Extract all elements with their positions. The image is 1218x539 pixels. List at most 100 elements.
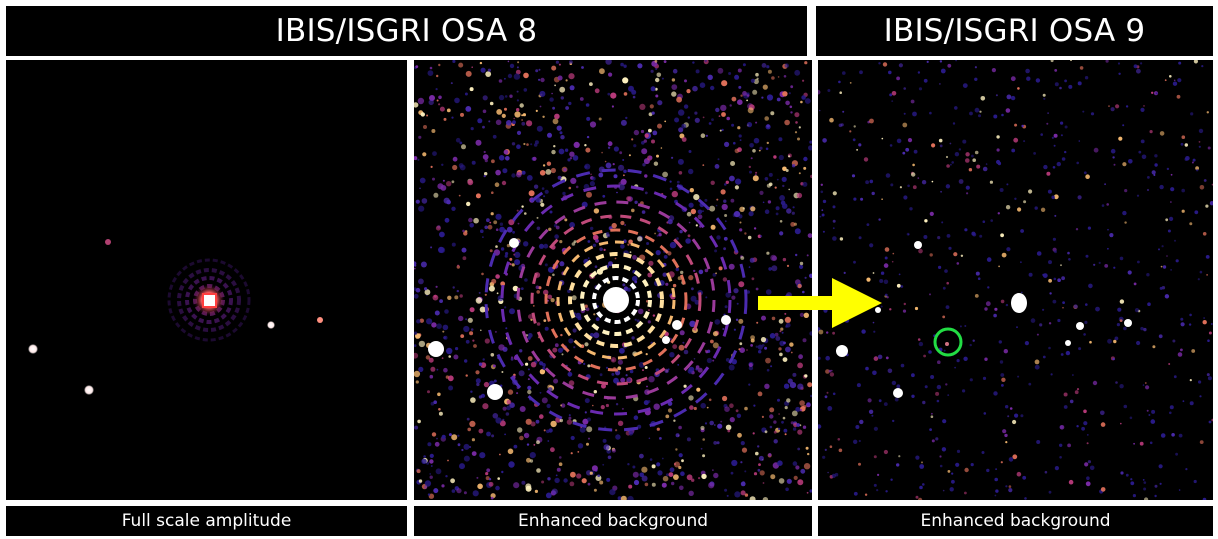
noise-speck (1206, 111, 1209, 114)
noise-speck (931, 143, 936, 148)
noise-speck (1151, 409, 1156, 414)
noise-speck (1120, 471, 1124, 475)
noise-speck (643, 139, 647, 143)
noise-speck (790, 85, 794, 89)
noise-speck (451, 206, 456, 211)
noise-speck (738, 134, 742, 138)
noise-speck (552, 273, 555, 277)
noise-speck (420, 261, 427, 268)
noise-speck (785, 346, 791, 353)
noise-speck (467, 427, 471, 432)
noise-speck (687, 234, 691, 238)
noise-speck (838, 80, 841, 84)
noise-speck (584, 304, 588, 308)
noise-speck (619, 165, 622, 167)
noise-speck (719, 129, 722, 132)
noise-speck (495, 485, 500, 491)
noise-speck (485, 472, 489, 476)
noise-speck (550, 420, 557, 428)
noise-speck (1108, 105, 1110, 107)
noise-speck (1053, 194, 1059, 200)
noise-speck (451, 434, 458, 441)
noise-speck (997, 212, 1000, 215)
noise-speck (1180, 317, 1184, 321)
noise-speck (554, 113, 560, 120)
noise-speck (755, 451, 759, 456)
noise-speck (1144, 382, 1147, 384)
noise-speck (1064, 79, 1067, 83)
noise-speck (477, 118, 483, 124)
panel-full-scale (6, 60, 407, 500)
noise-speck (648, 309, 650, 312)
noise-speck (569, 481, 575, 487)
noise-speck (1175, 259, 1179, 263)
noise-speck (726, 494, 729, 497)
noise-speck (757, 344, 763, 350)
noise-speck (1173, 79, 1176, 82)
noise-speck (663, 60, 667, 63)
noise-speck (1208, 420, 1212, 424)
noise-speck (740, 481, 746, 487)
noise-speck (752, 89, 758, 95)
noise-speck (1084, 320, 1088, 324)
noise-speck (750, 206, 756, 212)
noise-speck (509, 257, 513, 261)
noise-speck (708, 482, 715, 489)
noise-speck (644, 174, 648, 178)
noise-speck (972, 158, 976, 162)
noise-speck (460, 112, 464, 117)
noise-speck (526, 443, 530, 446)
noise-speck (634, 280, 638, 284)
noise-speck (998, 265, 1000, 268)
ghost-ring (544, 228, 688, 372)
noise-speck (535, 69, 539, 73)
noise-speck (1143, 487, 1147, 491)
noise-speck (1083, 421, 1088, 426)
noise-speck (858, 143, 862, 147)
noise-speck (710, 224, 716, 230)
noise-speck (928, 350, 932, 354)
noise-speck (731, 295, 736, 300)
noise-speck (686, 474, 693, 481)
noise-speck (507, 389, 514, 395)
noise-speck (746, 349, 748, 351)
noise-speck (418, 340, 426, 348)
noise-speck (634, 318, 637, 321)
noise-speck (1068, 84, 1073, 89)
noise-speck (1123, 404, 1128, 409)
noise-speck (657, 123, 662, 129)
noise-speck (728, 72, 732, 75)
noise-speck (717, 158, 720, 161)
noise-speck (564, 148, 569, 152)
noise-speck (766, 94, 774, 101)
noise-speck (797, 283, 802, 289)
noise-speck (513, 253, 516, 256)
noise-speck (1022, 475, 1027, 480)
noise-speck (550, 167, 556, 174)
noise-speck (739, 221, 742, 224)
noise-speck (780, 327, 784, 331)
noise-speck (942, 315, 946, 319)
noise-speck (1062, 306, 1064, 309)
noise-speck (423, 455, 426, 458)
noise-speck (568, 73, 575, 80)
noise-speck (565, 106, 569, 110)
noise-speck (832, 191, 837, 196)
noise-speck (493, 379, 497, 383)
noise-speck (1008, 485, 1012, 488)
noise-speck (507, 448, 514, 455)
noise-speck (1046, 122, 1049, 125)
noise-speck (802, 290, 805, 294)
noise-speck (1136, 194, 1140, 197)
noise-speck (839, 91, 842, 94)
noise-speck (700, 447, 703, 450)
noise-speck (494, 330, 497, 333)
noise-speck (922, 483, 925, 486)
noise-speck (924, 385, 928, 389)
noise-speck (436, 74, 439, 78)
noise-speck (674, 461, 680, 468)
noise-speck (417, 419, 421, 424)
noise-speck (1048, 260, 1052, 265)
noise-speck (629, 369, 634, 374)
caption-panel1: Full scale amplitude (6, 506, 407, 536)
